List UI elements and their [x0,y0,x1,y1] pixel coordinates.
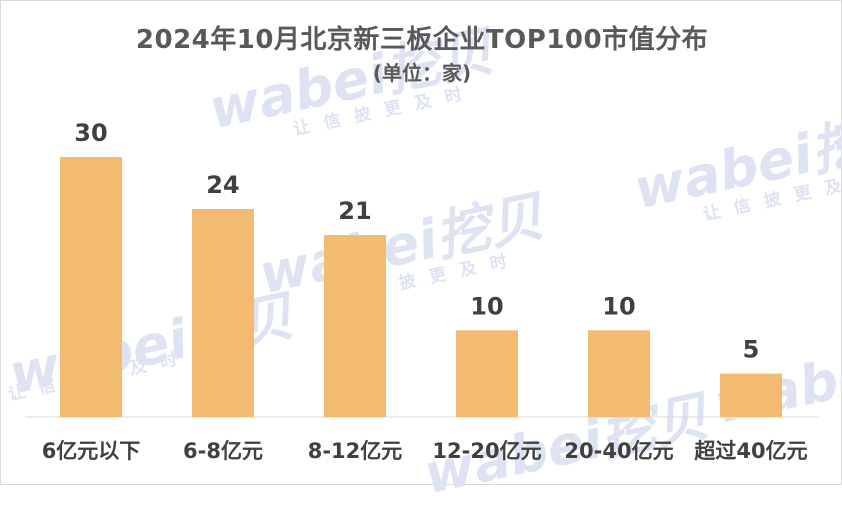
category-label: 6亿元以下 [42,439,141,463]
chart-title: 2024年10月北京新三板企业TOP100市值分布 [135,25,709,55]
data-label: 10 [602,292,635,320]
bar [60,157,122,417]
bar [720,373,782,417]
chart-subtitle: (单位：家) [372,61,472,85]
category-label: 20-40亿元 [564,439,673,463]
category-label: 超过40亿元 [694,439,807,463]
data-label: 10 [470,292,503,320]
bar [588,330,650,417]
category-label: 8-12亿元 [308,439,403,463]
data-label: 24 [206,171,239,199]
bar [456,330,518,417]
data-label: 5 [743,336,760,364]
data-label: 30 [74,119,107,147]
data-label: 21 [338,197,371,225]
bar-chart: 30 6亿元以下 24 6-8亿元 21 8-12亿元 10 12-20亿元 10 20-40亿元… [25,119,819,463]
bar [324,235,386,417]
bar [192,209,254,417]
category-label: 6-8亿元 [183,439,263,463]
category-label: 12-20亿元 [432,439,541,463]
